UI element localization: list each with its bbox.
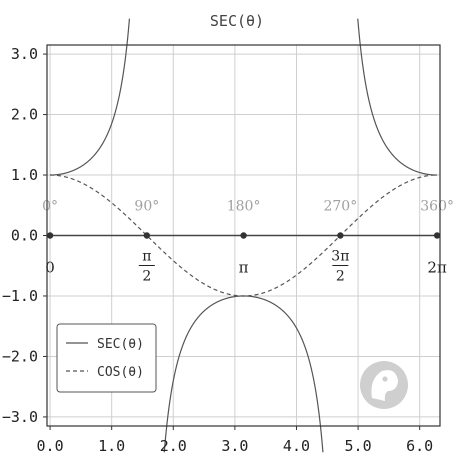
tick-labels: 0.0 1.0 2.0 3.0 4.0 5.0 6.0 3.0 2.0 1.0 0.0 −1.0 −2.… xyxy=(2,45,433,455)
logo-face-shape xyxy=(371,370,398,401)
y-tick-label-4: −1.0 xyxy=(2,287,38,305)
radian-label-2: π xyxy=(239,259,249,277)
y-tick-label-2: 1.0 xyxy=(11,166,38,184)
degree-label-1: 90° xyxy=(134,199,159,215)
axis-markers: 0° 0 90° π 2 180° π 270° 3π 2 360° 2π xyxy=(42,199,454,285)
radian-denominator-3: 2 xyxy=(336,269,345,285)
x-tick-label-5: 5.0 xyxy=(345,437,372,455)
radian-denominator-1: 2 xyxy=(142,269,151,285)
y-tick-label-0: 3.0 xyxy=(11,45,38,63)
series-layer xyxy=(50,18,438,453)
degree-label-3: 270° xyxy=(323,199,357,215)
legend-box xyxy=(56,323,157,393)
y-tick-label-6: −3.0 xyxy=(2,408,38,426)
y-tick-label-3: 0.0 xyxy=(11,227,38,245)
marker-dot-1 xyxy=(143,232,151,239)
x-tick-label-6: 6.0 xyxy=(406,437,433,455)
chart-title: SEC(θ) xyxy=(210,12,264,30)
x-tick-label-4: 4.0 xyxy=(283,437,310,455)
marker-dot-2 xyxy=(240,232,247,239)
y-tick-label-1: 2.0 xyxy=(11,106,38,124)
marker-dot-4 xyxy=(433,232,441,239)
radian-label-0: 0 xyxy=(45,259,55,277)
marker-dot-0 xyxy=(46,232,54,239)
logo-eye xyxy=(382,376,388,382)
x-tick-label-3: 3.0 xyxy=(221,437,248,455)
x-tick-label-0: 0.0 xyxy=(37,437,64,455)
legend: SEC(θ) COS(θ) xyxy=(56,323,157,393)
degree-label-2: 180° xyxy=(227,199,261,215)
x-tick-label-1: 1.0 xyxy=(98,437,125,455)
marker-dot-3 xyxy=(337,232,344,239)
legend-label-sec: SEC(θ) xyxy=(97,337,144,352)
radian-label-4: 2π xyxy=(427,259,447,277)
radian-numerator-1: π xyxy=(142,249,151,265)
x-tick-label-2: 2.0 xyxy=(160,437,187,455)
legend-label-cos: COS(θ) xyxy=(97,365,144,380)
emoji-face-logo-icon xyxy=(360,361,408,409)
degree-label-4: 360° xyxy=(420,199,454,215)
degree-label-0: 0° xyxy=(42,199,58,215)
radian-numerator-3: 3π xyxy=(331,249,349,265)
y-tick-label-5: −2.0 xyxy=(2,347,38,365)
series-line-cos xyxy=(50,174,438,297)
